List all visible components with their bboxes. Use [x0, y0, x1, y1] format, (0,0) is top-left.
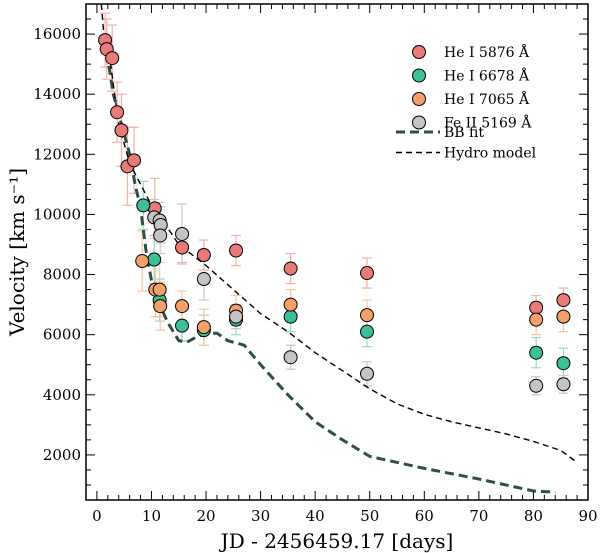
x-tick-label: 40 [306, 507, 325, 525]
x-tick-label: 90 [578, 507, 597, 525]
point-he-i-5876 [105, 51, 120, 66]
point-he-i-7065 [360, 308, 375, 323]
plot-frame [85, 3, 589, 501]
x-axis-label: JD - 2456459.17 [days] [219, 529, 454, 553]
point-he-i-6678 [529, 345, 544, 360]
point-he-i-7065 [196, 320, 211, 335]
y-tick-label: 4000 [43, 386, 81, 404]
point-he-i-5876 [229, 243, 244, 258]
x-tick-label: 50 [360, 507, 379, 525]
point-he-i-5876 [175, 240, 190, 255]
point-he-i-5876 [360, 266, 375, 281]
point-he-i-5876 [110, 105, 125, 120]
point-he-i-7065 [556, 309, 571, 324]
plot-area [98, 4, 578, 494]
point-he-i-6678 [136, 198, 151, 213]
point-he-i-7065 [135, 254, 150, 269]
x-tick-label: 70 [469, 507, 488, 525]
point-fe-ii-5169 [229, 309, 244, 324]
y-tick-label: 10000 [33, 205, 81, 223]
point-fe-ii-5169 [556, 377, 571, 392]
y-tick-label: 6000 [43, 326, 81, 344]
point-fe-ii-5169 [175, 226, 190, 241]
x-tick-label: 80 [524, 507, 543, 525]
point-he-i-5876 [283, 261, 298, 276]
x-tick-label: 30 [251, 507, 270, 525]
point-he-i-7065 [153, 299, 168, 314]
point-fe-ii-5169 [283, 350, 298, 365]
y-tick-label: 12000 [33, 145, 81, 163]
legend-label: Fe II 5169 Å [444, 114, 532, 132]
legend-marker [412, 92, 426, 106]
markers [98, 33, 571, 393]
legend-marker [412, 45, 426, 59]
point-he-i-5876 [196, 248, 211, 263]
legend: He I 5876 Å He I 6678 Å He I 7065 Å Fe II 5… [396, 43, 537, 162]
point-he-i-5876 [556, 293, 571, 308]
x-tick-label: 20 [196, 507, 215, 525]
point-he-i-7065 [152, 282, 167, 297]
tick-marks [86, 3, 589, 501]
point-he-i-6678 [360, 324, 375, 339]
line-hydro-model [100, 4, 578, 463]
point-he-i-7065 [283, 297, 298, 312]
point-fe-ii-5169 [529, 378, 544, 393]
y-tick-label: 8000 [43, 266, 81, 284]
legend-marker [412, 68, 426, 83]
point-he-i-6678 [147, 252, 162, 267]
x-tick-label: 60 [415, 507, 434, 525]
y-tick-label: 14000 [33, 85, 81, 103]
point-he-i-6678 [175, 318, 190, 333]
legend-label: He I 5876 Å [444, 43, 530, 61]
point-he-i-5876 [127, 153, 142, 168]
y-tick-label: 2000 [43, 446, 81, 464]
point-he-i-5876 [529, 300, 544, 315]
legend-label: BB fit [444, 125, 484, 141]
point-fe-ii-5169 [153, 228, 168, 243]
legend-marker [412, 115, 426, 130]
point-fe-ii-5169 [196, 272, 211, 287]
tick-labels: 0 10 20 30 40 50 60 70 80 90 2000 4000 6000 8000 10000… [33, 25, 597, 525]
point-fe-ii-5169 [360, 366, 375, 381]
x-tick-label: 10 [142, 507, 161, 525]
x-tick-label: 0 [92, 507, 102, 525]
point-he-i-6678 [556, 356, 571, 371]
legend-label: Hydro model [444, 146, 537, 162]
y-axis-label: Velocity [km s⁻¹] [5, 168, 29, 337]
point-he-i-5876 [114, 123, 129, 138]
legend-label: He I 6678 Å [444, 67, 530, 85]
point-he-i-6678 [283, 309, 298, 324]
y-tick-label: 16000 [33, 25, 81, 43]
point-he-i-7065 [175, 299, 190, 314]
point-he-i-7065 [529, 312, 544, 327]
legend-label: He I 7065 Å [444, 90, 530, 108]
